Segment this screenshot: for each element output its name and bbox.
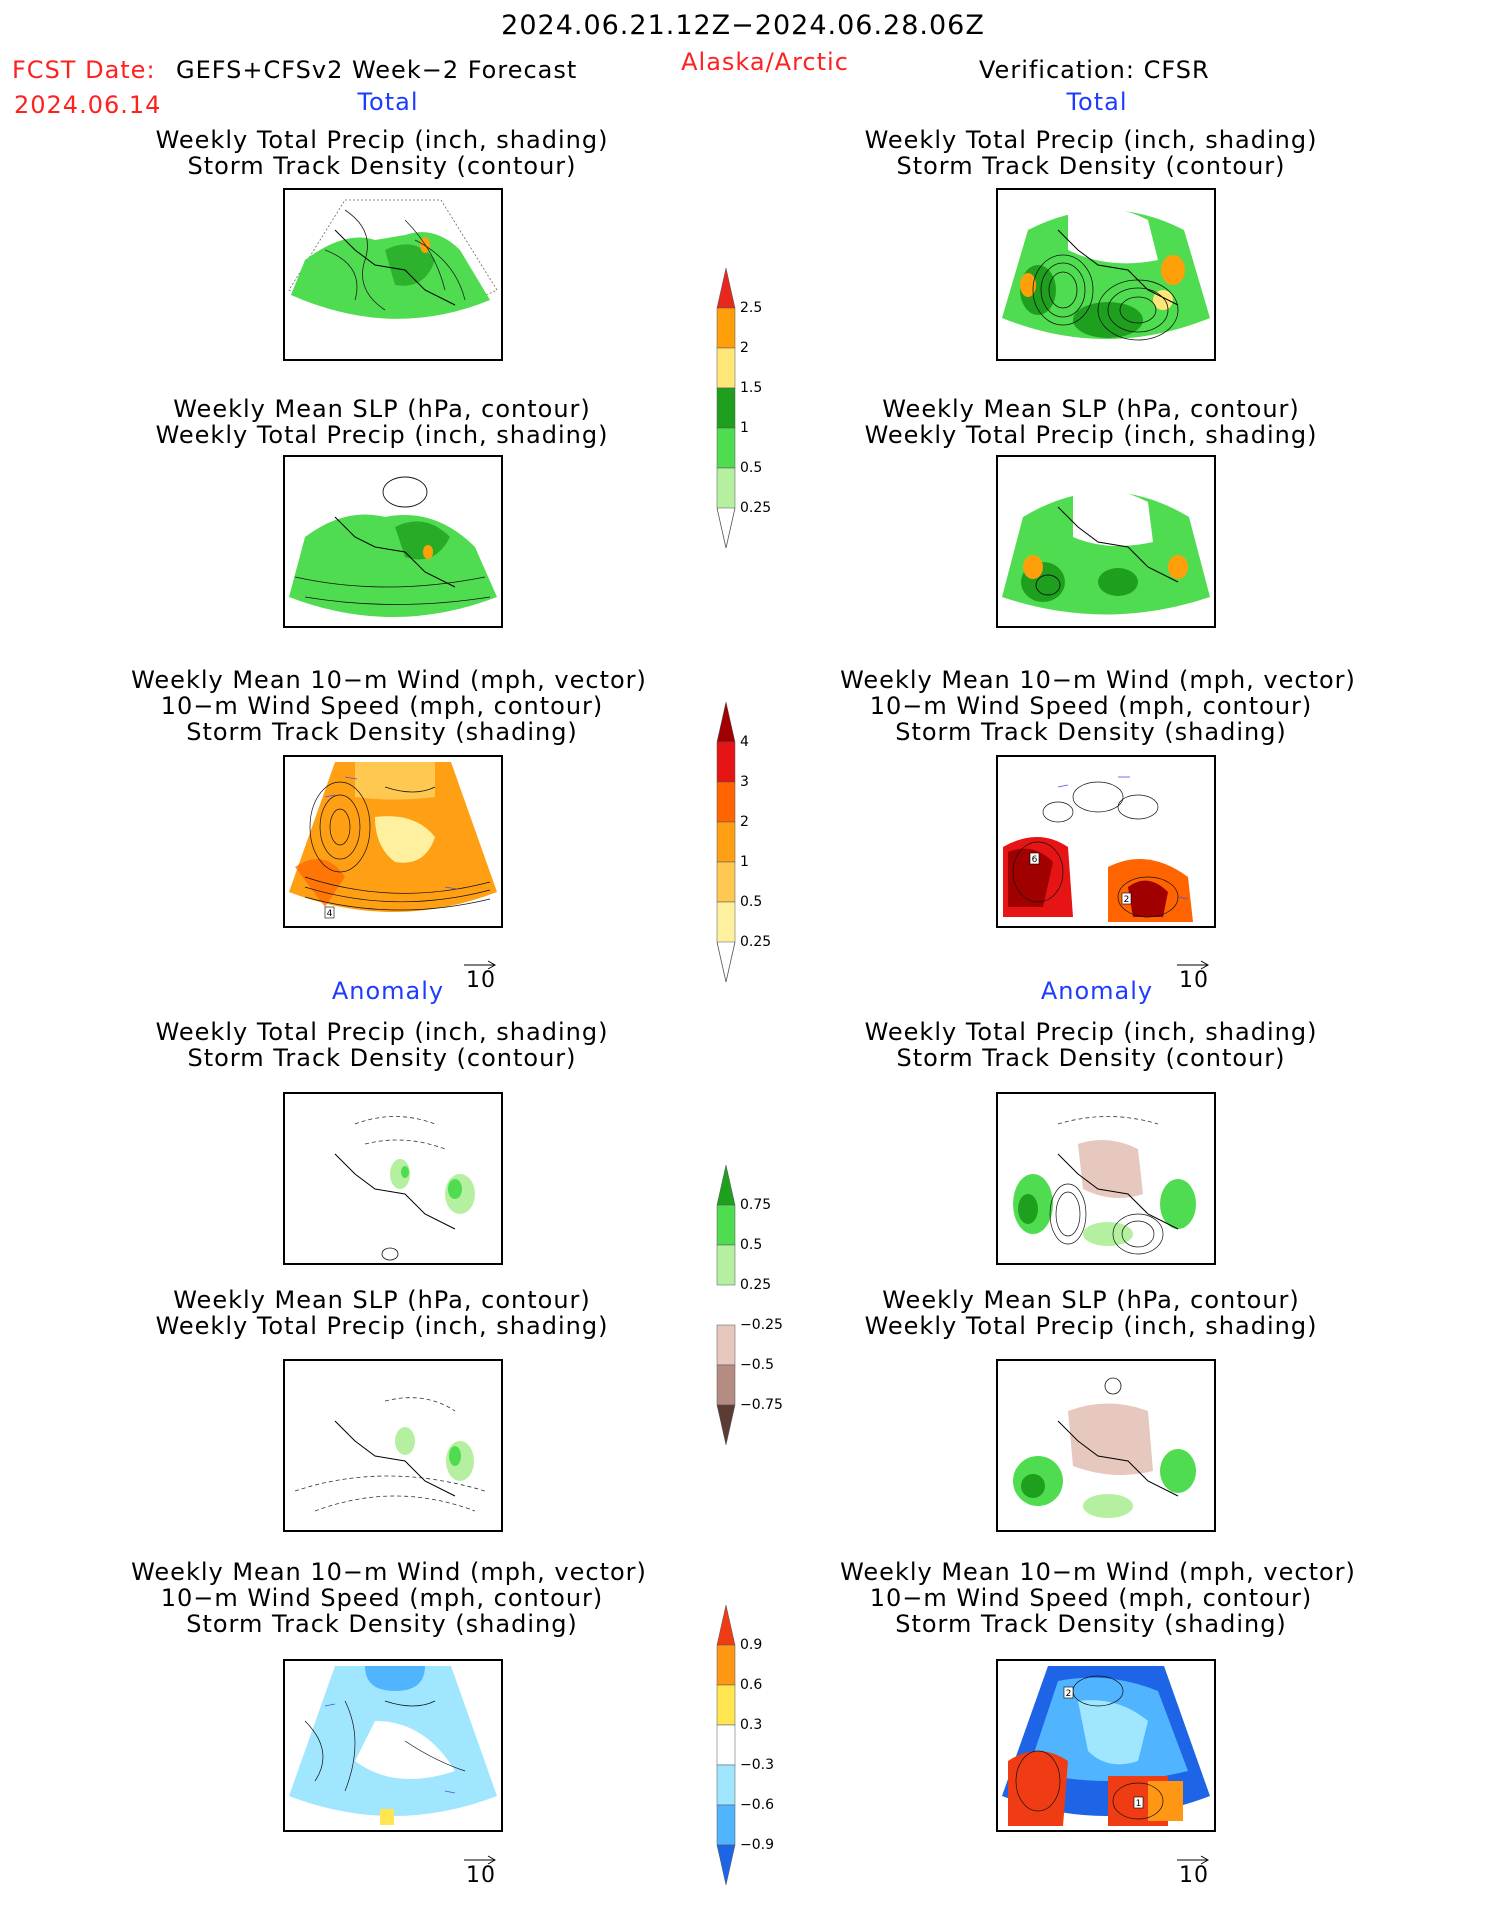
colorbar-precip-anomaly-label: 0.75 — [740, 1197, 772, 1213]
colorbar-precip-total-label: 1 — [740, 420, 749, 436]
right-anom-precip-title-2: Storm Track Density (contour) — [896, 1044, 1286, 1072]
vector-scale-label-right-total: 10 — [1179, 968, 1209, 993]
colorbar-track-total — [716, 700, 736, 994]
map-left-anom-precip — [283, 1092, 503, 1265]
contour-label: 6 — [1032, 855, 1038, 865]
right-anomaly-header: Anomaly — [1040, 977, 1154, 1005]
verification-label: Verification: CFSR — [979, 56, 1210, 84]
fcst-date-label: FCST Date: — [12, 56, 156, 84]
colorbar-precip-anomaly-label: −0.5 — [740, 1357, 774, 1373]
forecast-model-label: GEFS+CFSv2 Week−2 Forecast — [176, 56, 578, 84]
right-anom-wind-title-1: Weekly Mean 10−m Wind (mph, vector) — [840, 1558, 1356, 1586]
colorbar-precip-total-label: 2 — [740, 340, 749, 356]
colorbar-precip-anomaly-label: −0.25 — [740, 1317, 783, 1333]
right-total-precip-title-1: Weekly Total Precip (inch, shading) — [864, 126, 1318, 154]
left-total-precip-title-2: Storm Track Density (contour) — [187, 152, 577, 180]
map-left-total-slp — [283, 455, 503, 628]
right-anom-wind-title-2: 10−m Wind Speed (mph, contour) — [869, 1584, 1313, 1612]
colorbar-precip-anomaly-label: 0.5 — [740, 1237, 763, 1253]
colorbar-track-anomaly-label: −0.9 — [740, 1837, 774, 1853]
colorbar-track-total-label: 1 — [740, 854, 749, 870]
contour-label: 2 — [1124, 895, 1130, 905]
right-anom-precip-title-1: Weekly Total Precip (inch, shading) — [864, 1018, 1318, 1046]
map-right-anom-slp — [996, 1359, 1216, 1532]
left-anom-slp-title-1: Weekly Mean SLP (hPa, contour) — [173, 1286, 591, 1314]
colorbar-precip-total-label: 0.5 — [740, 460, 763, 476]
right-anom-slp-title-1: Weekly Mean SLP (hPa, contour) — [882, 1286, 1300, 1314]
colorbar-precip-anomaly-label: 0.25 — [740, 1277, 772, 1293]
vector-scale-arrow-left-total — [463, 956, 497, 975]
contour-label: 1 — [1136, 1799, 1142, 1809]
left-anom-wind-title-3: Storm Track Density (shading) — [186, 1610, 578, 1638]
colorbar-precip-anomaly-label: −0.75 — [740, 1397, 783, 1413]
map-left-total-precip — [283, 188, 503, 361]
contour-label: 4 — [327, 909, 333, 919]
colorbar-track-anomaly-label: 0.9 — [740, 1637, 763, 1653]
colorbar-track-total-label: 3 — [740, 774, 749, 790]
vector-scale-label-right-anom: 10 — [1179, 1863, 1209, 1888]
left-total-slp-title-2: Weekly Total Precip (inch, shading) — [155, 421, 609, 449]
colorbar-track-anomaly-label: −0.6 — [740, 1797, 774, 1813]
colorbar-precip-anomaly — [716, 1163, 736, 1453]
colorbar-precip-total — [716, 266, 736, 560]
map-left-total-wind: 4 — [283, 755, 503, 928]
vector-scale-arrow-left-anom — [463, 1851, 497, 1870]
map-right-anom-precip — [996, 1092, 1216, 1265]
right-total-wind-title-2: 10−m Wind Speed (mph, contour) — [869, 692, 1313, 720]
map-right-total-precip — [996, 188, 1216, 361]
vector-scale-arrow-right-anom — [1176, 1851, 1210, 1870]
left-anom-slp-title-2: Weekly Total Precip (inch, shading) — [155, 1312, 609, 1340]
colorbar-track-anomaly-label: −0.3 — [740, 1757, 774, 1773]
left-total-wind-title-3: Storm Track Density (shading) — [186, 718, 578, 746]
vector-scale-label-left-anom: 10 — [466, 1863, 496, 1888]
left-total-wind-title-1: Weekly Mean 10−m Wind (mph, vector) — [131, 666, 647, 694]
map-right-total-slp — [996, 455, 1216, 628]
vector-scale-arrow-right-total — [1176, 956, 1210, 975]
colorbar-track-total-label: 2 — [740, 814, 749, 830]
colorbar-track-anomaly-label: 0.6 — [740, 1677, 763, 1693]
left-anom-wind-title-2: 10−m Wind Speed (mph, contour) — [160, 1584, 604, 1612]
right-anom-wind-title-3: Storm Track Density (shading) — [895, 1610, 1287, 1638]
colorbar-track-total-label: 4 — [740, 734, 749, 750]
right-total-wind-title-3: Storm Track Density (shading) — [895, 718, 1287, 746]
left-total-slp-title-1: Weekly Mean SLP (hPa, contour) — [173, 395, 591, 423]
colorbar-track-anomaly-label: 0.3 — [740, 1717, 763, 1733]
left-anomaly-header: Anomaly — [331, 977, 445, 1005]
left-total-wind-title-2: 10−m Wind Speed (mph, contour) — [160, 692, 604, 720]
right-total-slp-title-2: Weekly Total Precip (inch, shading) — [864, 421, 1318, 449]
colorbar-track-total-label: 0.25 — [740, 934, 772, 950]
date-range-title: 2024.06.21.12Z−2024.06.28.06Z — [501, 10, 985, 41]
colorbar-track-total-label: 0.5 — [740, 894, 763, 910]
region-label: Alaska/Arctic — [681, 48, 849, 76]
colorbar-precip-total-label: 0.25 — [740, 500, 772, 516]
left-anom-precip-title-2: Storm Track Density (contour) — [187, 1044, 577, 1072]
right-total-wind-title-1: Weekly Mean 10−m Wind (mph, vector) — [840, 666, 1356, 694]
fcst-date-value: 2024.06.14 — [14, 91, 162, 119]
colorbar-precip-total-label: 1.5 — [740, 380, 763, 396]
map-right-anom-wind: 2 1 — [996, 1659, 1216, 1832]
map-right-total-wind: 6 2 — [996, 755, 1216, 928]
vector-scale-label-left-total: 10 — [466, 968, 496, 993]
right-total-header: Total — [1066, 88, 1128, 116]
colorbar-precip-total-label: 2.5 — [740, 300, 763, 316]
left-anom-precip-title-1: Weekly Total Precip (inch, shading) — [155, 1018, 609, 1046]
map-left-anom-wind — [283, 1659, 503, 1832]
right-total-precip-title-2: Storm Track Density (contour) — [896, 152, 1286, 180]
right-anom-slp-title-2: Weekly Total Precip (inch, shading) — [864, 1312, 1318, 1340]
map-left-anom-slp — [283, 1359, 503, 1532]
left-anom-wind-title-1: Weekly Mean 10−m Wind (mph, vector) — [131, 1558, 647, 1586]
contour-label: 2 — [1066, 1689, 1072, 1699]
colorbar-track-anomaly — [716, 1603, 736, 1893]
right-total-slp-title-1: Weekly Mean SLP (hPa, contour) — [882, 395, 1300, 423]
left-total-header: Total — [357, 88, 419, 116]
left-total-precip-title-1: Weekly Total Precip (inch, shading) — [155, 126, 609, 154]
